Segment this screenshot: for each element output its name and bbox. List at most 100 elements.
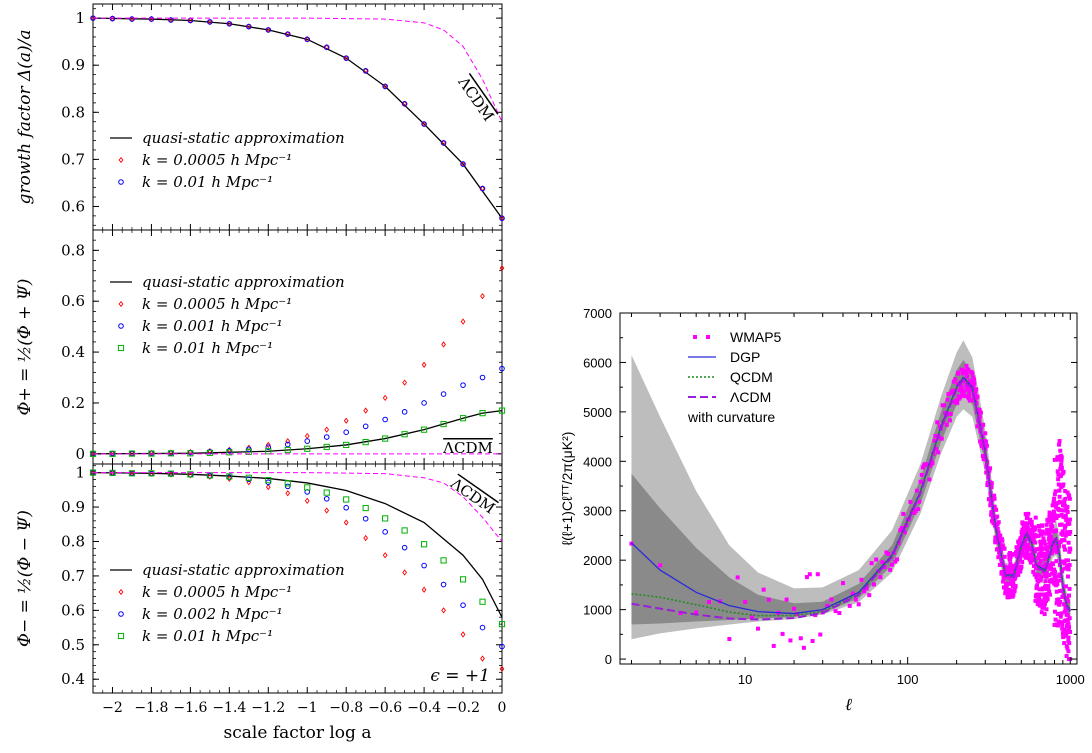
wmap5-point — [960, 393, 965, 398]
y-tick-label: 0.4 — [61, 343, 85, 361]
data-point — [187, 450, 194, 457]
wmap5-point — [1063, 523, 1068, 528]
wmap5-point — [988, 503, 993, 508]
x-tick-label: −1 — [297, 700, 318, 716]
wmap5-point — [1006, 576, 1011, 581]
wmap5-point — [853, 597, 858, 602]
wmap5-point — [932, 438, 937, 443]
wmap5-point — [1040, 523, 1045, 528]
wmap5-point — [1033, 526, 1038, 531]
wmap5-point — [1063, 608, 1068, 613]
y-tick-label: 3000 — [583, 504, 612, 519]
wmap5-point — [1002, 564, 1007, 569]
data-point — [499, 365, 505, 372]
wmap5-point — [864, 586, 869, 591]
wmap5-point — [1024, 512, 1029, 517]
wmap5-point — [1054, 559, 1059, 564]
wmap5-point — [1054, 601, 1059, 606]
data-point — [343, 441, 350, 449]
wmap5-point — [992, 496, 997, 501]
wmap5-point — [1009, 578, 1014, 583]
wmap5-point — [1062, 561, 1067, 566]
data-point — [304, 445, 311, 452]
wmap5-point — [1067, 641, 1072, 646]
y-tick-label: 0.8 — [61, 103, 85, 121]
y-tick-label: 0.4 — [61, 670, 85, 688]
data-point — [304, 438, 311, 444]
wmap5-point — [1053, 570, 1058, 575]
wmap5-point — [755, 626, 760, 631]
data-point — [324, 426, 330, 433]
data-point — [402, 569, 407, 576]
wmap5-point — [1056, 623, 1061, 628]
legend: WMAP5 DGP QCDM ΛCDM with curvature — [687, 329, 782, 425]
wmap5-point — [1008, 550, 1013, 555]
wmap5-point — [889, 562, 894, 567]
data-point — [187, 471, 194, 478]
wmap5-point — [1058, 508, 1063, 513]
data-point — [441, 341, 446, 348]
wmap5-point — [895, 557, 900, 562]
data-point — [382, 416, 388, 423]
y-tick-label: 0.2 — [61, 394, 85, 412]
x-tick-label: −1.8 — [134, 700, 168, 716]
wmap5-point — [1038, 592, 1043, 597]
wmap5-point — [1037, 598, 1042, 603]
wmap5-point — [975, 424, 980, 429]
wmap5-point — [1060, 532, 1065, 537]
wmap5-point — [1065, 646, 1070, 651]
wmap5-point — [807, 572, 812, 577]
series-line-lcdm — [93, 472, 503, 542]
series-line-lcdm — [93, 17, 503, 122]
wmap5-point — [1050, 538, 1055, 543]
wmap5-point — [997, 562, 1002, 567]
wmap5-point — [1009, 592, 1014, 597]
wmap5-point — [1061, 508, 1066, 513]
data-point — [128, 470, 136, 477]
series-line-quasi-static — [92, 17, 503, 219]
wmap5-point — [1060, 622, 1065, 627]
y-tick-label: 0.7 — [61, 150, 85, 168]
wmap5-point — [804, 575, 809, 580]
wmap5-point — [1056, 472, 1061, 477]
wmap5-point — [996, 530, 1001, 535]
wmap5-point — [1037, 562, 1042, 567]
wmap5-point — [874, 557, 879, 562]
legend-label: k = 0.0005 h Mpc⁻¹ — [142, 583, 292, 601]
legend-label: k = 0.01 h Mpc⁻¹ — [142, 173, 273, 191]
data-point — [498, 407, 506, 414]
wmap5-point — [917, 499, 922, 504]
wmap5-point — [1067, 494, 1072, 499]
wmap5-point — [992, 504, 997, 509]
wmap5-point — [1057, 442, 1062, 447]
legend-label: k = 0.002 h Mpc⁻¹ — [142, 605, 283, 623]
wmap5-point — [902, 530, 907, 535]
data-point — [265, 483, 271, 491]
data-point — [265, 441, 271, 449]
wmap5-point — [998, 533, 1003, 538]
data-point — [363, 534, 369, 542]
wmap5-point — [972, 377, 977, 382]
x-tick-label: −0.4 — [407, 700, 441, 716]
data-point — [401, 544, 408, 551]
y-tick-label: 0.8 — [61, 241, 85, 259]
wmap5-point — [927, 477, 932, 482]
wmap5-point — [1052, 512, 1057, 517]
data-point — [206, 449, 213, 456]
wmap5-point — [810, 639, 815, 644]
wmap5-point — [1052, 622, 1057, 627]
legend-swatch — [118, 588, 124, 596]
wmap5-point — [974, 401, 979, 406]
wmap5-point — [1067, 496, 1072, 501]
wmap5-point — [1025, 516, 1030, 521]
wmap5-point — [1057, 488, 1062, 493]
wmap5-point — [1066, 635, 1071, 640]
data-point — [460, 318, 466, 325]
wmap5-point — [1007, 587, 1012, 592]
wmap5-point — [1065, 613, 1070, 618]
y-tick-label: 0.7 — [61, 567, 85, 585]
data-point — [401, 409, 408, 415]
wmap5-point — [1042, 552, 1047, 557]
wmap5-point — [1023, 555, 1028, 560]
